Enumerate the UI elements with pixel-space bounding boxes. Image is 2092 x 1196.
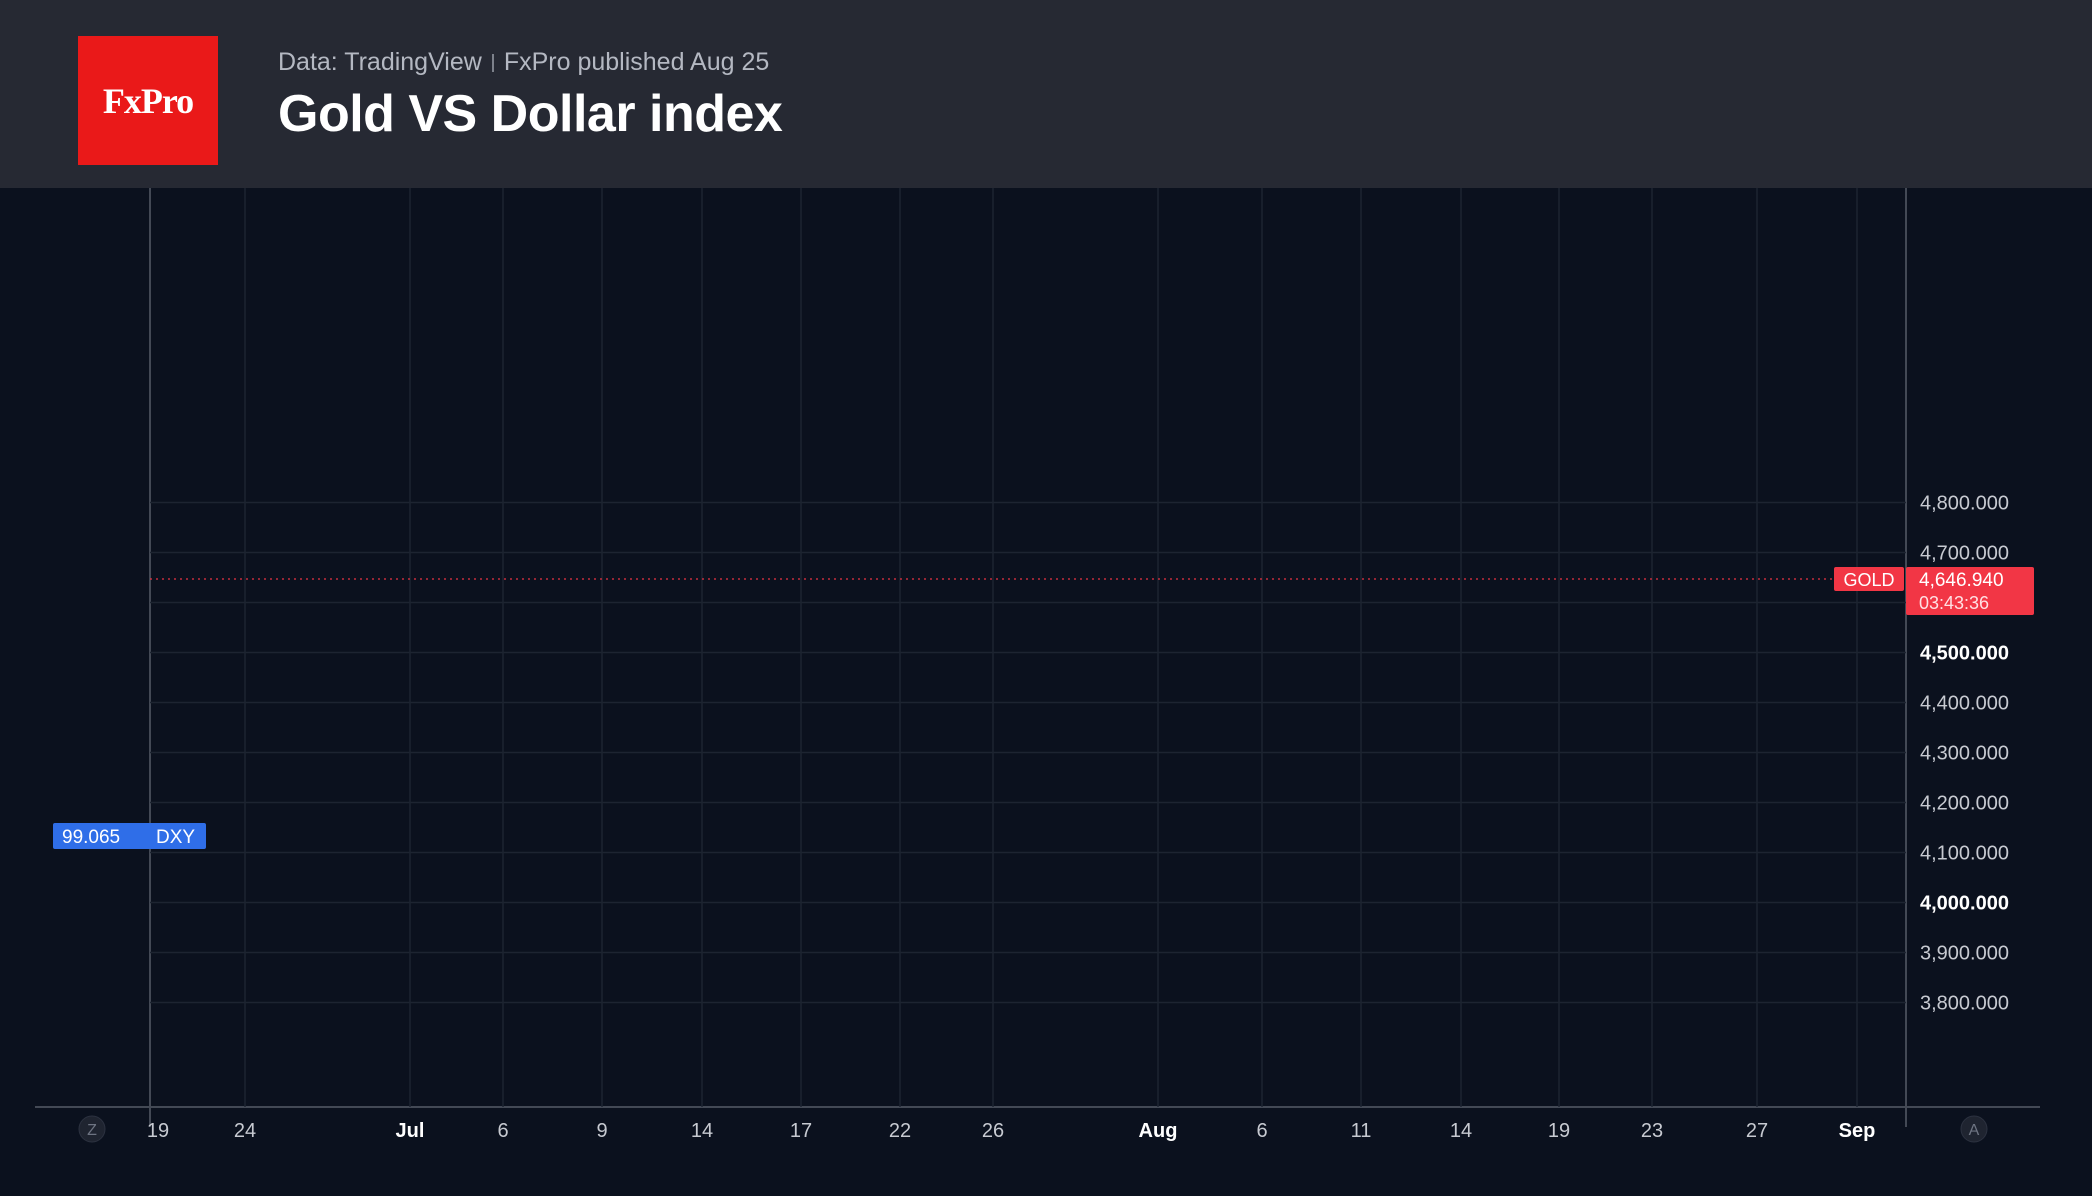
auto-scale-button[interactable]: A <box>1960 1115 1988 1143</box>
logo-text: FxPro <box>102 80 194 121</box>
right-tick-label: 4,400.000 <box>1920 693 2009 715</box>
right-tick-label: 4,700.000 <box>1920 543 2009 565</box>
published-date: FxPro published Aug 25 <box>503 48 770 76</box>
data-source: Data: TradingView <box>278 48 482 76</box>
x-tick-label: Jul <box>396 1120 425 1142</box>
fxpro-logo: FxPro <box>78 36 218 165</box>
auto-scale-label: A <box>1969 1122 1980 1139</box>
x-tick-label: 14 <box>1450 1120 1472 1142</box>
right-tick-label: 4,300.000 <box>1920 743 2009 765</box>
gold-last-value: 4,646.940 <box>1919 570 2004 591</box>
x-tick-label: 9 <box>596 1120 607 1142</box>
scale-z-label: Z <box>87 1122 97 1139</box>
x-tick-label: 19 <box>147 1120 169 1142</box>
gold-name-badge <box>1834 567 1904 592</box>
gold-countdown: 03:43:36 <box>1919 593 1989 613</box>
right-tick-label: 4,100.000 <box>1920 843 2009 865</box>
right-tick-label: 4,200.000 <box>1920 793 2009 815</box>
x-axis: 19 24 Jul 6 9 14 17 22 26 Aug 6 11 14 19 23 27 Sep <box>147 1120 1875 1142</box>
right-tick-label: 3,800.000 <box>1920 993 2009 1015</box>
source-line: Data: TradingView FxPro published Aug 25 <box>278 48 769 77</box>
x-tick-label: 17 <box>790 1120 812 1142</box>
gold-price-badge <box>1906 567 2034 616</box>
x-tick-label: 14 <box>691 1120 713 1142</box>
right-tick-label: 4,800.000 <box>1920 493 2009 515</box>
x-tick-label: 6 <box>1256 1120 1267 1142</box>
x-tick-label: Sep <box>1839 1120 1876 1142</box>
right-tick-label: 3,900.000 <box>1920 943 2009 965</box>
x-tick-label: Aug <box>1139 1120 1178 1142</box>
chart-header: FxPro Data: TradingView FxPro published A… <box>0 0 2092 188</box>
x-tick-label: 24 <box>234 1120 256 1142</box>
dxy-value-badge <box>53 823 206 849</box>
x-tick-label: 11 <box>1351 1120 1372 1142</box>
x-tick-label: 22 <box>889 1120 911 1142</box>
x-tick-label: 23 <box>1641 1120 1663 1142</box>
dxy-series-name: DXY <box>156 827 195 848</box>
gold-series-name: GOLD <box>1843 570 1894 590</box>
dxy-last-value: 99.065 <box>62 827 120 848</box>
grid <box>35 188 2040 1127</box>
x-tick-label: 6 <box>497 1120 508 1142</box>
scale-z-button[interactable]: Z <box>78 1115 106 1143</box>
right-tick-label: 4,000.000 <box>1920 893 2009 915</box>
source-separator <box>491 54 494 73</box>
chart-title: Gold VS Dollar index <box>278 85 783 143</box>
chart-area: 98.00098.50099.00099.500100.000100.50010… <box>35 188 2040 1143</box>
right-tick-label: 4,500.000 <box>1920 643 2009 665</box>
x-tick-label: 26 <box>982 1120 1004 1142</box>
x-tick-label: 19 <box>1548 1120 1570 1142</box>
x-tick-label: 27 <box>1746 1120 1768 1142</box>
